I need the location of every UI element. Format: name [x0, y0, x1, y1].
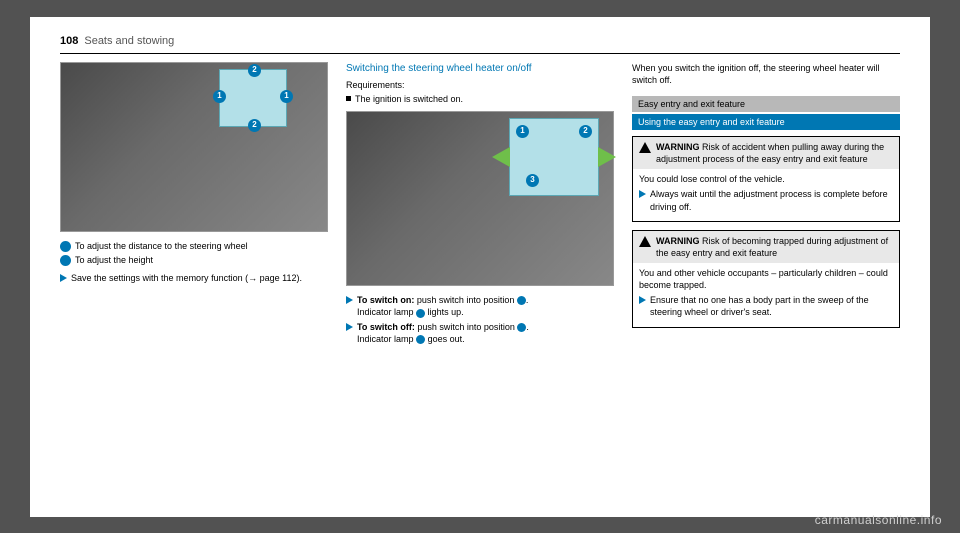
legend-item: To adjust the distance to the steering w…: [60, 240, 328, 252]
requirements-label: Requirements:: [346, 79, 614, 91]
warning-body: You and other vehicle occupants – partic…: [633, 263, 899, 327]
square-bullet-icon: [346, 96, 351, 101]
ref-circle-icon: [517, 296, 526, 305]
requirement-text: The ignition is switched on.: [355, 93, 463, 105]
warning-text: You could lose control of the vehicle.: [639, 173, 893, 185]
callout-panel: 1 2 1 2: [219, 69, 287, 127]
callout-number: 1: [516, 125, 529, 138]
column-3: When you switch the ignition off, the st…: [632, 62, 900, 347]
legend-marker-1: [60, 241, 71, 252]
legend-marker-2: [60, 255, 71, 266]
warning-instruction: Ensure that no one has a body part in th…: [650, 294, 893, 318]
callout-number: 2: [248, 119, 261, 132]
content-columns: 1 2 1 2 To adjust the distance to the st…: [60, 62, 900, 347]
subheading: Switching the steering wheel heater on/o…: [346, 62, 614, 76]
callout-number: 2: [248, 64, 261, 77]
paragraph: When you switch the ignition off, the st…: [632, 62, 900, 86]
legend-item: To adjust the height: [60, 254, 328, 266]
callout-number: 1: [280, 90, 293, 103]
arrow-bullet-icon: [639, 190, 646, 198]
instr-span: push switch into position: [417, 322, 515, 332]
watermark-text: carmanualsonline.info: [815, 513, 942, 527]
callout-number: 1: [213, 90, 226, 103]
instr-span: Indicator lamp: [357, 334, 414, 344]
warning-triangle-icon: [639, 142, 651, 153]
arrow-bullet-icon: [639, 296, 646, 304]
arrow-right-icon: [598, 147, 616, 167]
warning-header: WARNING Risk of accident when pulling aw…: [633, 137, 899, 169]
warning-label: WARNING: [656, 142, 700, 152]
arrow-bullet-icon: [60, 274, 67, 282]
section-title: Seats and stowing: [84, 35, 174, 47]
instruction-row: To switch off: push switch into position…: [346, 321, 614, 345]
legend-text: To adjust the distance to the steering w…: [75, 240, 248, 252]
warning-body: You could lose control of the vehicle. A…: [633, 169, 899, 220]
callout-number: 2: [579, 125, 592, 138]
ref-circle-icon: [416, 309, 425, 318]
ref-circle-icon: [416, 335, 425, 344]
legend-text: To adjust the height: [75, 254, 153, 266]
instruction-row: Always wait until the adjustment process…: [639, 188, 893, 212]
arrow-bullet-icon: [346, 323, 353, 331]
instruction-row: To switch on: push switch into position …: [346, 294, 614, 318]
instr-bold: To switch off:: [357, 322, 415, 332]
instr-bold: To switch on:: [357, 295, 414, 305]
section-bar-blue: Using the easy entry and exit feature: [632, 114, 900, 130]
figure-steering-adjust: 1 2 1 2: [60, 62, 328, 232]
warning-box-2: WARNING Risk of becoming trapped during …: [632, 230, 900, 328]
instruction-row: Save the settings with the memory functi…: [60, 272, 328, 284]
warning-head-text: WARNING Risk of accident when pulling aw…: [656, 141, 893, 165]
warning-box-1: WARNING Risk of accident when pulling aw…: [632, 136, 900, 222]
ref-circle-icon: [517, 323, 526, 332]
warning-triangle-icon: [639, 236, 651, 247]
warning-head-text: WARNING Risk of becoming trapped during …: [656, 235, 893, 259]
instruction-text: Save the settings with the memory functi…: [71, 272, 302, 284]
warning-label: WARNING: [656, 236, 700, 246]
instr-span: push switch into position: [417, 295, 515, 305]
instruction-text: To switch on: push switch into position …: [357, 294, 528, 318]
manual-page: 108 Seats and stowing 1 2 1 2 To adjust …: [30, 17, 930, 517]
callout-number: 3: [526, 174, 539, 187]
figure-heater-switch: 1 2 3: [346, 111, 614, 286]
instr-span: goes out.: [428, 334, 465, 344]
page-number: 108: [60, 35, 78, 47]
callout-panel: 1 2 3: [509, 118, 599, 196]
instruction-row: Ensure that no one has a body part in th…: [639, 294, 893, 318]
instruction-text: To switch off: push switch into position…: [357, 321, 529, 345]
column-1: 1 2 1 2 To adjust the distance to the st…: [60, 62, 328, 347]
arrow-bullet-icon: [346, 296, 353, 304]
requirement-item: The ignition is switched on.: [346, 93, 614, 105]
section-bar-grey: Easy entry and exit feature: [632, 96, 900, 112]
column-2: Switching the steering wheel heater on/o…: [346, 62, 614, 347]
warning-text: You and other vehicle occupants – partic…: [639, 267, 893, 291]
warning-header: WARNING Risk of becoming trapped during …: [633, 231, 899, 263]
arrow-left-icon: [492, 147, 510, 167]
header-rule: [60, 53, 900, 54]
instr-span: Indicator lamp: [357, 307, 414, 317]
instr-span: lights up.: [428, 307, 464, 317]
page-header: 108 Seats and stowing: [60, 35, 900, 47]
warning-instruction: Always wait until the adjustment process…: [650, 188, 893, 212]
